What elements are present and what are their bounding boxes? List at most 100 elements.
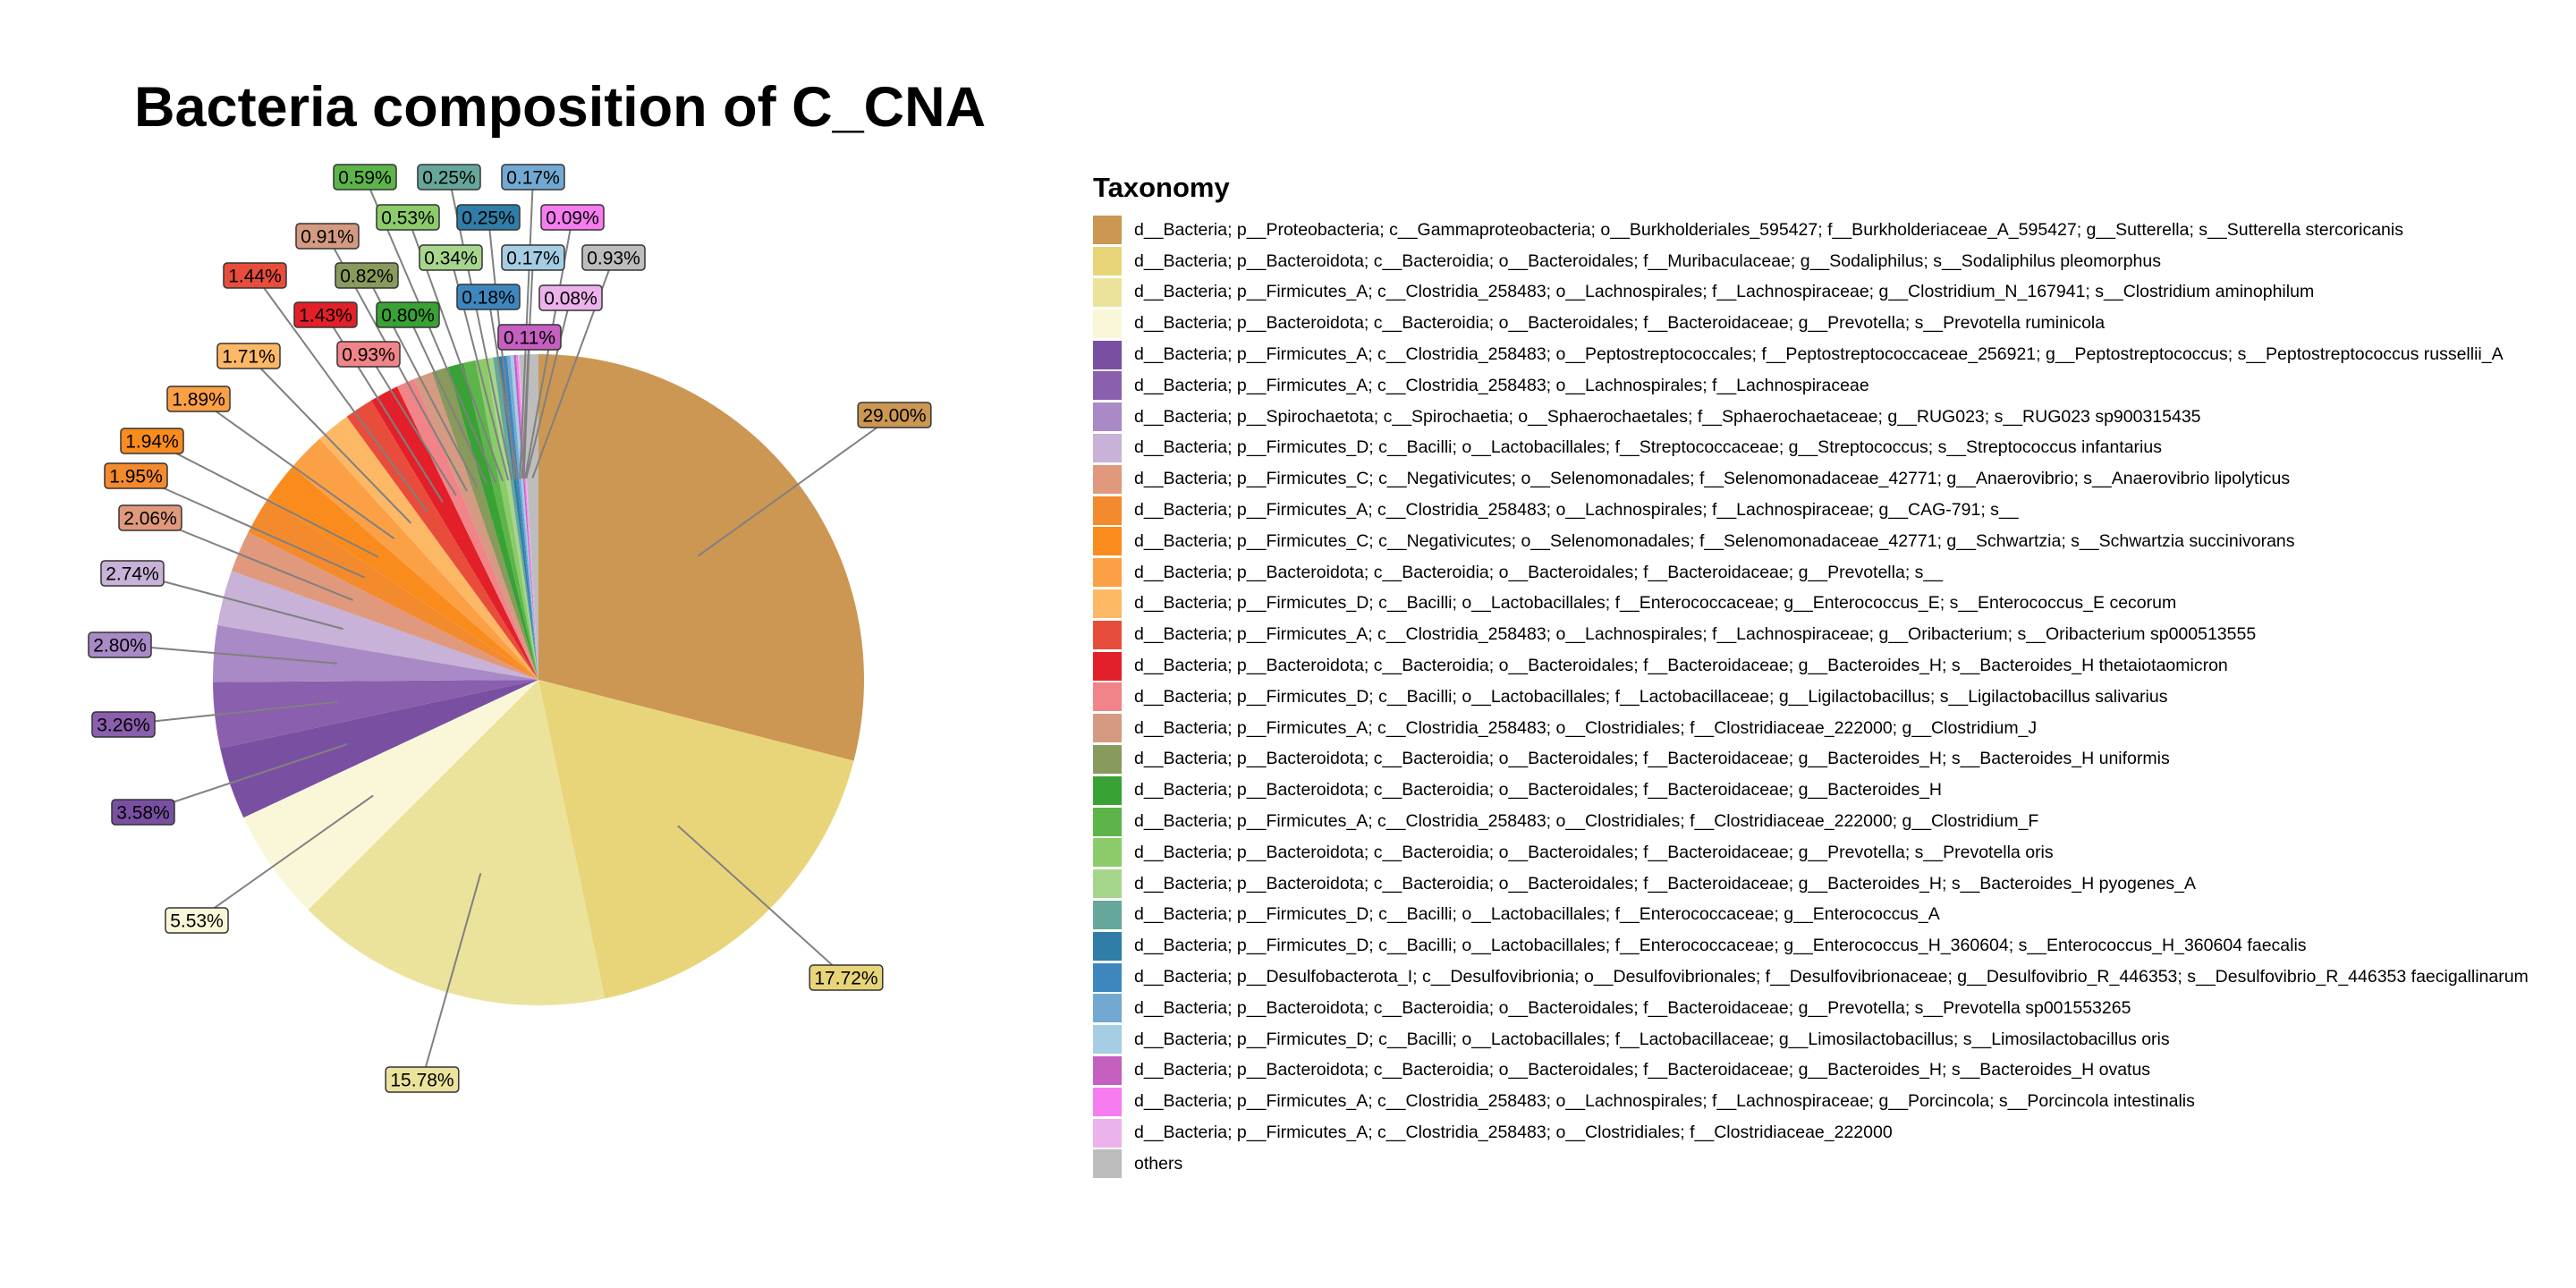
- legend-label: d__Bacteria; p__Firmicutes_A; c__Clostri…: [1134, 344, 2504, 365]
- slice-label-text: 0.59%: [338, 168, 392, 189]
- slice-label-box: [809, 964, 884, 991]
- slice-label-box: [223, 262, 287, 289]
- legend-label: d__Bacteria; p__Bacteroidota; c__Bactero…: [1134, 997, 2131, 1018]
- legend-swatch: [1093, 309, 1122, 338]
- slice-label-text: 0.17%: [506, 249, 560, 269]
- legend-item: d__Bacteria; p__Firmicutes_A; c__Clostri…: [1093, 806, 2529, 837]
- leader-line: [368, 353, 457, 496]
- slice-label-box: [538, 284, 603, 311]
- leader-line: [149, 517, 354, 601]
- pie-slice: [431, 367, 538, 680]
- legend-label: d__Bacteria; p__Bacteroidota; c__Bactero…: [1134, 562, 1944, 582]
- legend-label: d__Bacteria; p__Firmicutes_D; c__Bacilli…: [1134, 936, 2307, 956]
- slice-label: 2.80%: [88, 631, 152, 658]
- legend-label: d__Bacteria; p__Bacteroidota; c__Bactero…: [1134, 749, 2170, 769]
- leader-line: [522, 336, 530, 479]
- pie-slices: [213, 354, 864, 1006]
- slice-label: 3.58%: [111, 799, 175, 826]
- legend-label: d__Bacteria; p__Firmicutes_A; c__Clostri…: [1134, 811, 2039, 832]
- pie-slice: [538, 354, 864, 761]
- slice-label: 0.18%: [456, 284, 521, 310]
- legend-item: d__Bacteria; p__Firmicutes_A; c__Clostri…: [1093, 619, 2529, 650]
- leader-line: [198, 398, 395, 540]
- pie-slice: [493, 356, 538, 680]
- slice-label-text: 0.82%: [340, 267, 394, 287]
- leader-line: [151, 440, 379, 558]
- slice-label: 0.82%: [335, 262, 399, 289]
- legend-swatch: [1093, 371, 1122, 401]
- slice-label: 3.26%: [91, 711, 156, 738]
- legend-swatch: [1093, 994, 1122, 1023]
- slice-label: 2.74%: [100, 560, 165, 587]
- legend-swatch: [1093, 651, 1122, 681]
- slice-label: 0.93%: [581, 244, 646, 271]
- pie-slice: [486, 357, 538, 680]
- slice-label-box: [385, 1066, 460, 1093]
- leader-line: [525, 297, 572, 479]
- legend-swatch: [1093, 433, 1122, 462]
- slice-label-box: [417, 164, 481, 191]
- slice-label-box: [540, 204, 605, 231]
- legend-label: d__Bacteria; p__Firmicutes_A; c__Clostri…: [1134, 500, 2019, 521]
- legend-swatch: [1093, 962, 1122, 992]
- legend-swatch: [1093, 807, 1122, 836]
- slice-label: 0.17%: [501, 244, 565, 271]
- slice-label-box: [501, 164, 565, 191]
- legend-item: d__Bacteria; p__Bacteroidota; c__Bactero…: [1093, 744, 2529, 775]
- slice-label-text: 0.09%: [546, 208, 599, 229]
- legend-swatch: [1093, 838, 1122, 868]
- legend-swatch: [1093, 247, 1122, 276]
- slice-label-text: 1.89%: [172, 390, 225, 411]
- slice-label-text: 0.25%: [462, 208, 515, 229]
- slice-label-text: 0.25%: [422, 168, 476, 189]
- slice-label-text: 2.80%: [93, 636, 147, 657]
- pie-slice: [475, 358, 538, 680]
- legend-item: d__Bacteria; p__Desulfobacterota_I; c__D…: [1093, 962, 2529, 993]
- legend-swatch: [1093, 589, 1122, 618]
- legend-swatch: [1093, 558, 1122, 588]
- legend-item: others: [1093, 1148, 2529, 1180]
- legend-item: d__Bacteria; p__Firmicutes_A; c__Clostri…: [1093, 339, 2529, 370]
- pie-slice: [503, 355, 538, 680]
- slice-label-text: 1.43%: [299, 306, 352, 326]
- pie-slice: [217, 571, 538, 680]
- pie-slice: [213, 624, 538, 682]
- slice-label-box: [456, 284, 521, 310]
- legend-swatch: [1093, 527, 1122, 556]
- legend-label: d__Bacteria; p__Firmicutes_D; c__Bacilli…: [1134, 686, 2168, 707]
- slice-label-text: 0.11%: [504, 328, 555, 349]
- legend-item: d__Bacteria; p__Firmicutes_C; c__Negativ…: [1093, 463, 2529, 495]
- legend-item: d__Bacteria; p__Bacteroidota; c__Bactero…: [1093, 837, 2529, 869]
- slice-label-text: 0.53%: [381, 208, 435, 229]
- slice-label-box: [100, 560, 165, 587]
- legend-swatch: [1093, 682, 1122, 712]
- pie-slice: [231, 532, 538, 680]
- legend-label: d__Bacteria; p__Firmicutes_D; c__Bacilli…: [1134, 437, 2162, 458]
- pie-slice: [506, 355, 538, 680]
- slice-label-text: 3.26%: [97, 716, 150, 736]
- slice-label-box: [88, 631, 152, 658]
- legend-swatch: [1093, 464, 1122, 494]
- slice-label-box: [857, 402, 932, 428]
- pie-slice: [517, 354, 538, 680]
- slice-label-box: [165, 907, 229, 934]
- leader-line: [135, 475, 365, 579]
- legend-label: d__Bacteria; p__Bacteroidota; c__Bactero…: [1134, 842, 2054, 862]
- legend-item: d__Bacteria; p__Firmicutes_D; c__Bacilli…: [1093, 900, 2529, 931]
- legend-items: d__Bacteria; p__Proteobacteria; c__Gamma…: [1093, 215, 2529, 1180]
- slice-label-box: [336, 341, 401, 368]
- legend-label: d__Bacteria; p__Firmicutes_A; c__Clostri…: [1134, 717, 2038, 738]
- leader-line: [119, 644, 338, 665]
- slice-label-text: 5.53%: [170, 911, 224, 932]
- slice-label-box: [120, 428, 184, 454]
- slice-label-box: [216, 343, 281, 369]
- pie-slice: [463, 360, 538, 680]
- leader-line: [142, 743, 348, 813]
- legend-label: d__Bacteria; p__Firmicutes_C; c__Negativ…: [1134, 469, 2291, 489]
- slice-label-text: 0.17%: [506, 168, 560, 189]
- slice-label-text: 0.34%: [424, 249, 478, 269]
- legend-swatch: [1093, 1149, 1122, 1179]
- slice-label: 0.34%: [419, 244, 483, 271]
- slice-label-box: [376, 204, 440, 231]
- slice-label: 0.08%: [538, 284, 603, 311]
